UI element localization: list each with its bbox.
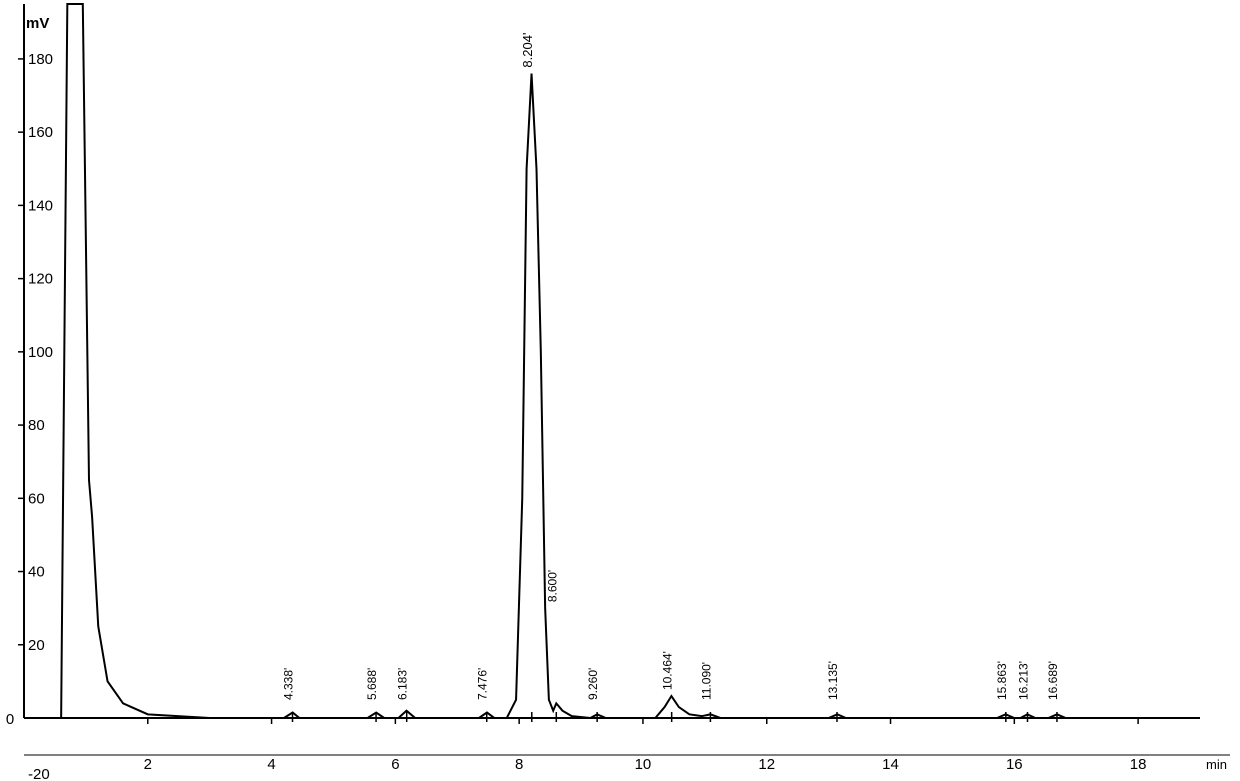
y-tick-label: 100 bbox=[28, 344, 53, 361]
y-tick-label: 140 bbox=[28, 197, 53, 214]
peak-label-group: 15.863' bbox=[995, 661, 1009, 700]
peak-label: 16.689' bbox=[1046, 661, 1060, 700]
y-tick-label: 20 bbox=[28, 637, 45, 654]
peak-label-group: 9.260' bbox=[586, 668, 600, 700]
peak-label: 13.135' bbox=[826, 661, 840, 700]
x-tick-label: 18 bbox=[1130, 756, 1147, 773]
x-axis-label: min bbox=[1206, 757, 1227, 772]
x-tick-label: 2 bbox=[144, 756, 152, 773]
peak-label-group: 10.464' bbox=[661, 651, 675, 690]
peak-label-group: 11.090' bbox=[699, 662, 713, 700]
bottom-left-label: -20 bbox=[28, 766, 50, 781]
peak-label: 9.260' bbox=[586, 668, 600, 700]
peak-label-group: 13.135' bbox=[826, 661, 840, 700]
peak-label: 8.204' bbox=[520, 33, 535, 68]
x-tick-label: 14 bbox=[882, 756, 899, 773]
peak-label: 7.476' bbox=[476, 668, 490, 700]
y-tick-label: 80 bbox=[28, 417, 45, 434]
y-tick-label: 120 bbox=[28, 271, 53, 288]
peak-label-group: 16.213' bbox=[1016, 661, 1030, 700]
y-zero-label: 0 bbox=[6, 711, 14, 728]
y-tick-label: 60 bbox=[28, 490, 45, 507]
peak-label: 4.338' bbox=[281, 668, 295, 700]
chromatogram-chart: 20 40 60 80 100 120 140 160 180 0 mV 2 4 6 8 10 12 14 16 18… bbox=[0, 0, 1240, 781]
peak-label-group: 7.476' bbox=[476, 668, 490, 700]
x-tick-label: 8 bbox=[515, 756, 523, 773]
y-tick-label: 160 bbox=[28, 124, 53, 141]
y-axis-label: mV bbox=[26, 15, 49, 32]
peak-label: 5.688' bbox=[365, 668, 379, 700]
chromatogram-svg: 20 40 60 80 100 120 140 160 180 0 mV 2 4 6 8 10 12 14 16 18… bbox=[0, 0, 1240, 781]
peak-label: 8.600' bbox=[545, 570, 559, 602]
peak-label: 11.090' bbox=[699, 662, 713, 700]
x-tick-label: 16 bbox=[1006, 756, 1023, 773]
peak-label-group: 6.183' bbox=[396, 668, 410, 700]
peak-label-group: 4.338' bbox=[281, 668, 295, 700]
y-tick-label: 40 bbox=[28, 564, 45, 581]
x-tick-label: 10 bbox=[635, 756, 652, 773]
peak-label-group: 16.689' bbox=[1046, 661, 1060, 700]
x-tick-label: 12 bbox=[758, 756, 775, 773]
x-tick-label: 6 bbox=[391, 756, 399, 773]
peak-label: 10.464' bbox=[661, 651, 675, 690]
peak-label: 6.183' bbox=[396, 668, 410, 700]
y-tick-label: 180 bbox=[28, 51, 53, 68]
peak-label: 16.213' bbox=[1016, 661, 1030, 700]
peak-label-group: 8.600' bbox=[545, 570, 559, 602]
x-tick-label: 4 bbox=[267, 756, 275, 773]
peak-label-group: 5.688' bbox=[365, 668, 379, 700]
peak-label: 15.863' bbox=[995, 661, 1009, 700]
peak-label-group: 8.204' bbox=[520, 33, 535, 68]
